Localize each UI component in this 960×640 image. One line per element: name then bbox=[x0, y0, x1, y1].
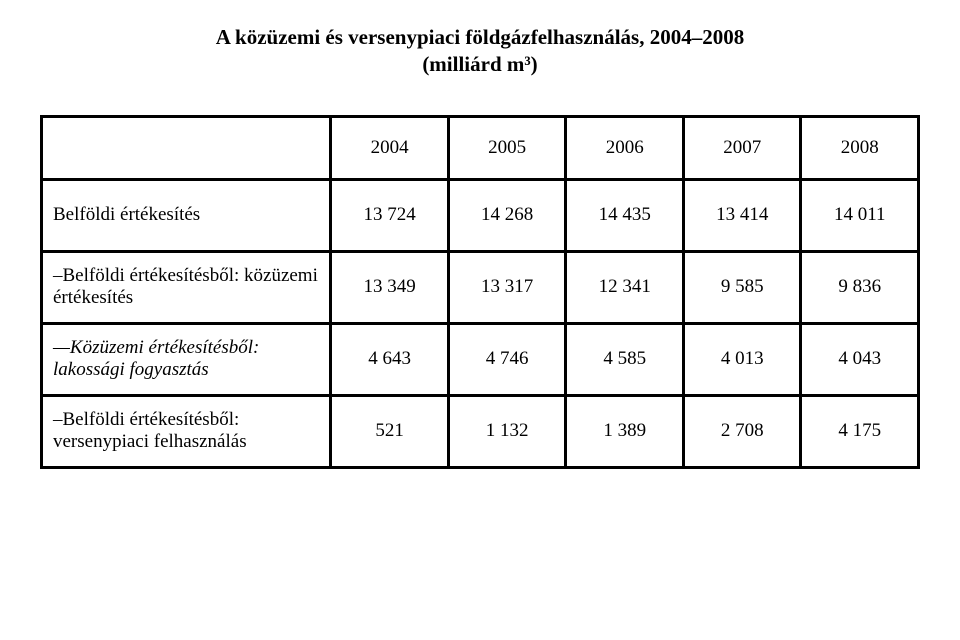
row-value: 1 389 bbox=[566, 395, 684, 467]
page-title: A közüzemi és versenypiaci földgázfelhas… bbox=[40, 24, 920, 79]
title-line-1: A közüzemi és versenypiaci földgázfelhas… bbox=[216, 25, 744, 49]
row-value: 2 708 bbox=[683, 395, 801, 467]
row-value: 9 585 bbox=[683, 251, 801, 323]
table-header-year: 2006 bbox=[566, 116, 684, 179]
table-header-year: 2008 bbox=[801, 116, 919, 179]
table-header-row: 2004 2005 2006 2007 2008 bbox=[42, 116, 919, 179]
row-value: 12 341 bbox=[566, 251, 684, 323]
row-value: 14 011 bbox=[801, 179, 919, 251]
row-value: 14 435 bbox=[566, 179, 684, 251]
row-label: –Belföldi értékesítésből: közüzemi érték… bbox=[42, 251, 331, 323]
table-row: —Közüzemi értékesítésből: lakossági fogy… bbox=[42, 323, 919, 395]
row-value: 9 836 bbox=[801, 251, 919, 323]
row-value: 4 175 bbox=[801, 395, 919, 467]
row-value: 4 043 bbox=[801, 323, 919, 395]
row-value: 4 585 bbox=[566, 323, 684, 395]
row-value: 13 349 bbox=[331, 251, 449, 323]
table-row: –Belföldi értékesítésből: közüzemi érték… bbox=[42, 251, 919, 323]
row-value: 13 317 bbox=[448, 251, 566, 323]
title-line-2: (milliárd m³) bbox=[422, 52, 537, 76]
row-value: 4 643 bbox=[331, 323, 449, 395]
row-value: 4 013 bbox=[683, 323, 801, 395]
row-value: 521 bbox=[331, 395, 449, 467]
row-value: 14 268 bbox=[448, 179, 566, 251]
row-label: –Belföldi értékesítésből: versenypiaci f… bbox=[42, 395, 331, 467]
table-header-blank bbox=[42, 116, 331, 179]
row-value: 4 746 bbox=[448, 323, 566, 395]
data-table: 2004 2005 2006 2007 2008 Belföldi értéke… bbox=[40, 115, 920, 469]
row-value: 13 724 bbox=[331, 179, 449, 251]
table-row: –Belföldi értékesítésből: versenypiaci f… bbox=[42, 395, 919, 467]
row-label: —Közüzemi értékesítésből: lakossági fogy… bbox=[42, 323, 331, 395]
table-header-year: 2005 bbox=[448, 116, 566, 179]
row-value: 13 414 bbox=[683, 179, 801, 251]
row-value: 1 132 bbox=[448, 395, 566, 467]
table-header-year: 2007 bbox=[683, 116, 801, 179]
row-label: Belföldi értékesítés bbox=[42, 179, 331, 251]
table-row: Belföldi értékesítés 13 724 14 268 14 43… bbox=[42, 179, 919, 251]
table-header-year: 2004 bbox=[331, 116, 449, 179]
